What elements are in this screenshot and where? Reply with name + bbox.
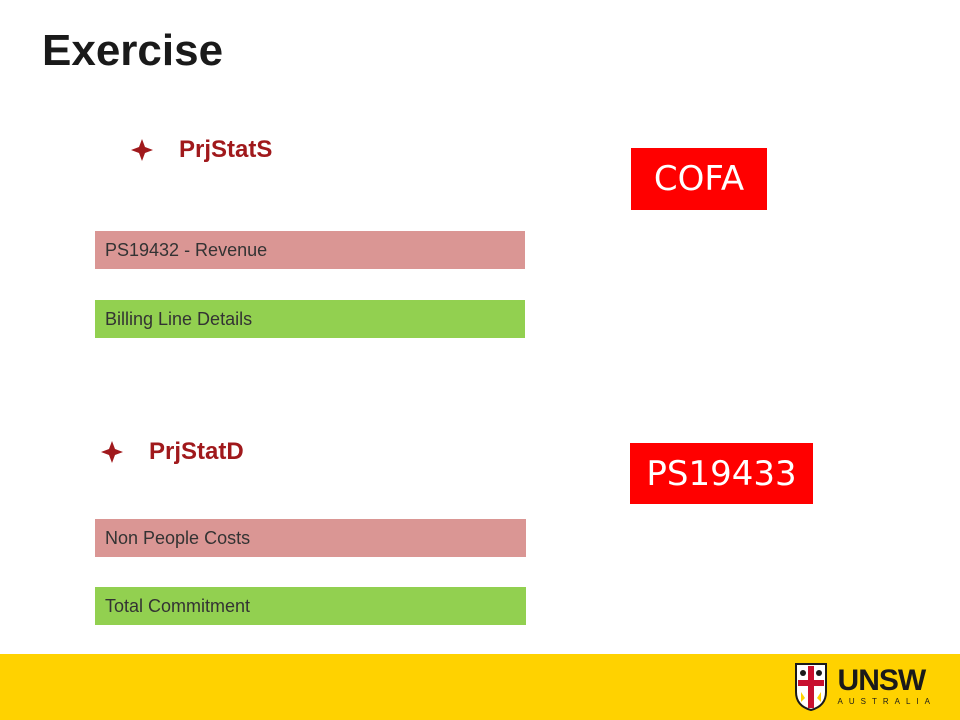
section1-heading-text: PrjStatS [179, 136, 273, 163]
ps19433-tag: PS19433 [630, 443, 813, 504]
total-commitment-bar: Total Commitment [95, 587, 526, 625]
slide-title: Exercise [42, 26, 224, 75]
section2-heading: PrjStatD [101, 438, 244, 466]
billing-line-details-bar: Billing Line Details [95, 300, 525, 338]
section1-heading: PrjStatS [131, 136, 272, 164]
footer-bar: UNSW AUSTRALIA [0, 654, 960, 720]
section2-heading-text: PrjStatD [149, 438, 244, 465]
diamond-bullet-icon [101, 441, 123, 463]
non-people-costs-bar: Non People Costs [95, 519, 526, 557]
unsw-logo: UNSW AUSTRALIA [794, 662, 936, 712]
diamond-bullet-icon [131, 139, 153, 161]
australia-text: AUSTRALIA [837, 697, 936, 706]
unsw-wordmark: UNSW [837, 664, 927, 697]
cofa-tag: COFA [631, 148, 767, 210]
unsw-crest-icon [794, 663, 827, 712]
revenue-bar: PS19432 - Revenue [95, 231, 525, 269]
